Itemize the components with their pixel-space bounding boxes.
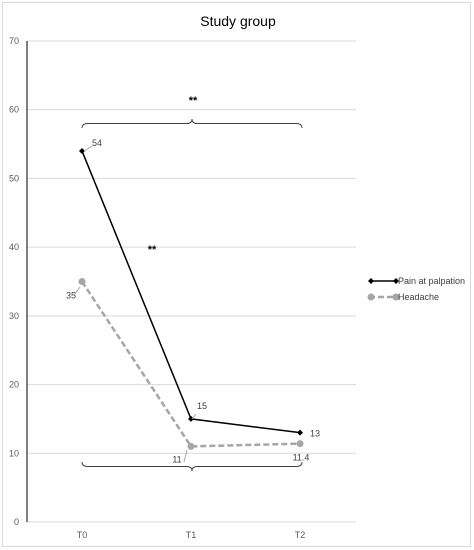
data-point bbox=[78, 278, 86, 285]
data-point bbox=[188, 415, 194, 422]
x-tick-label: T1 bbox=[186, 530, 197, 540]
legend-marker bbox=[368, 278, 374, 284]
series-pain-at-palpation: 54 15 13 bbox=[79, 138, 320, 439]
gridlines bbox=[26, 40, 356, 523]
legend: Pain at palpation Headache bbox=[367, 276, 465, 302]
series-line bbox=[81, 150, 301, 434]
chart-title: Study group bbox=[200, 13, 276, 29]
legend-item-headache: Headache bbox=[367, 292, 439, 302]
bottom-bracket bbox=[81, 461, 303, 472]
data-label: 13 bbox=[310, 429, 320, 439]
data-label: 11.4 bbox=[293, 453, 310, 463]
y-tick-label: 30 bbox=[9, 311, 19, 321]
series-line bbox=[80, 280, 301, 448]
significance-brackets: ** ** bbox=[81, 95, 303, 472]
x-tick-label: T0 bbox=[77, 530, 88, 540]
y-tick-label: 10 bbox=[9, 448, 19, 458]
series-group: 54 15 13 35 11 11.4 bbox=[66, 138, 320, 464]
series-headache: 35 11 11.4 bbox=[66, 278, 309, 464]
x-tick-labels: T0 T1 T2 bbox=[77, 530, 306, 540]
data-point bbox=[297, 429, 303, 436]
y-tick-label: 60 bbox=[9, 105, 19, 115]
y-tick-labels: 0 10 20 30 40 50 60 70 bbox=[9, 36, 19, 527]
top-significance-mark: ** bbox=[189, 95, 198, 107]
label-leader bbox=[183, 449, 188, 463]
data-label: 35 bbox=[66, 291, 76, 301]
y-tick-label: 40 bbox=[9, 242, 19, 252]
data-point bbox=[187, 442, 195, 450]
label-leader bbox=[73, 286, 81, 296]
top-bracket bbox=[81, 118, 303, 129]
legend-label: Pain at palpation bbox=[398, 276, 465, 286]
line-significance-mark: ** bbox=[148, 244, 157, 256]
data-point bbox=[79, 147, 85, 154]
data-point bbox=[296, 440, 304, 448]
legend-marker bbox=[367, 293, 375, 301]
y-tick-label: 50 bbox=[9, 173, 19, 183]
legend-marker bbox=[393, 278, 399, 284]
data-label: 54 bbox=[92, 138, 102, 148]
data-label: 11 bbox=[172, 454, 181, 464]
label-leader bbox=[83, 145, 93, 152]
y-tick-label: 70 bbox=[9, 36, 19, 46]
x-tick-label: T2 bbox=[295, 530, 306, 540]
y-tick-label: 0 bbox=[14, 517, 19, 527]
legend-label: Headache bbox=[398, 292, 439, 302]
y-tick-label: 20 bbox=[9, 380, 19, 390]
legend-item-pain-at-palpation: Pain at palpation bbox=[368, 276, 465, 286]
data-label: 15 bbox=[197, 401, 207, 411]
legend-marker bbox=[392, 293, 400, 301]
label-leader bbox=[191, 413, 197, 420]
